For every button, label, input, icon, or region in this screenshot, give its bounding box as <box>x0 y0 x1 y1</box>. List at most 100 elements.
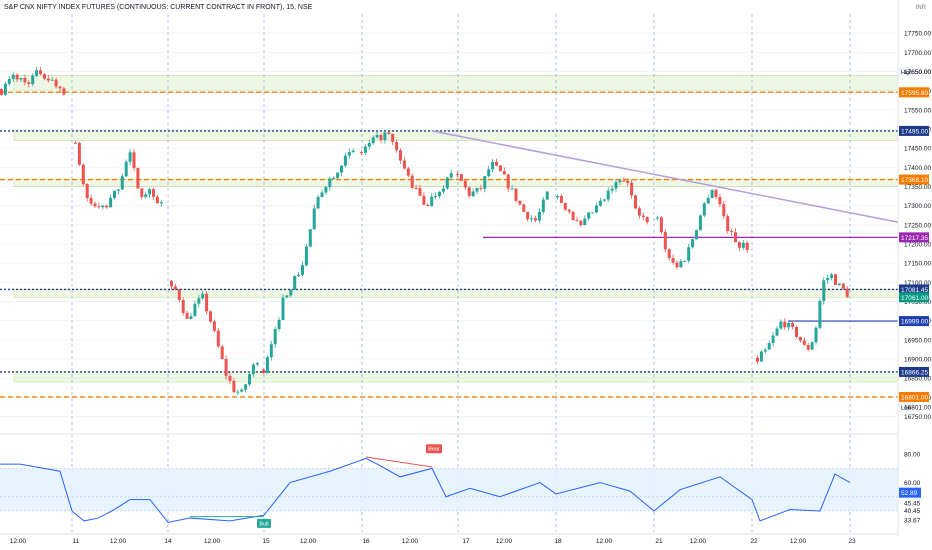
support-resistance-zone <box>13 179 899 187</box>
candle-body <box>487 169 491 177</box>
level-tag-bg <box>899 391 929 402</box>
candle-body <box>837 283 841 285</box>
candle-body <box>698 215 702 231</box>
price-tick-label: 17650.00 <box>904 69 931 76</box>
candle-body <box>479 187 483 189</box>
price-tick-label: 17150.00 <box>904 261 931 268</box>
candle-body <box>289 289 293 296</box>
rsi-tick-label: 80.00 <box>904 452 921 459</box>
rsi-tick-label: 33.67 <box>904 517 921 524</box>
candle-body <box>798 336 802 341</box>
price-tick-label: 16900.00 <box>904 357 931 364</box>
candle-body <box>659 217 663 233</box>
candle-body <box>140 188 144 198</box>
candle-body <box>50 79 54 81</box>
candle-body <box>42 74 46 79</box>
candle-body <box>240 389 244 392</box>
level-tag: 17217.35 <box>901 235 928 242</box>
low-tag: Low <box>901 405 911 411</box>
level-tag: 16866.25 <box>901 369 928 376</box>
rsi-line <box>0 457 851 523</box>
candle-body <box>587 212 591 219</box>
candle-body <box>220 346 224 360</box>
time-tick-label: 15 <box>262 538 270 545</box>
candle-body <box>614 182 618 189</box>
candle-body <box>97 206 101 208</box>
candle-body <box>132 152 136 168</box>
time-tick-label: 21 <box>655 538 663 545</box>
candle-body <box>430 196 434 207</box>
candle-body <box>3 83 7 95</box>
candle-body <box>438 191 441 197</box>
candle-body <box>498 165 502 172</box>
candle-body <box>526 211 530 220</box>
candle-body <box>495 161 498 166</box>
candle-body <box>759 351 763 362</box>
candle-body <box>791 322 795 327</box>
price-tick-label: 16750.00 <box>904 414 931 421</box>
time-tick-label: 17 <box>462 538 470 545</box>
time-tick-label: 12:00 <box>10 538 27 545</box>
candle-body <box>74 142 77 144</box>
candle-body <box>58 86 62 89</box>
price-tick-label: 17100.00 <box>904 280 931 287</box>
price-tick-label: 16950.00 <box>904 337 931 344</box>
bear-label: Bear <box>428 447 440 453</box>
candle-body <box>391 133 395 142</box>
candle-body <box>316 196 320 209</box>
candle-body <box>170 280 173 287</box>
rsi-tick-label: 60.00 <box>904 480 921 487</box>
candle-body <box>637 208 641 216</box>
rsi-extra-label: 45.45 <box>904 501 921 508</box>
candle-body <box>726 216 730 232</box>
level-tag-bg <box>899 125 929 136</box>
candle-body <box>545 191 549 200</box>
candle-body <box>826 277 830 281</box>
candle-body <box>559 196 563 203</box>
candle-body <box>35 70 39 76</box>
low-value: 16801.00 <box>904 404 931 411</box>
level-tag: 16801.00 <box>901 394 928 401</box>
candle-body <box>262 369 265 374</box>
time-tick-label: 12:00 <box>790 538 807 545</box>
time-tick-label: 16 <box>362 538 370 545</box>
candle-body <box>224 359 228 376</box>
candle-body <box>347 152 351 156</box>
level-tag: 16999.00 <box>901 319 928 326</box>
candle-body <box>583 218 587 226</box>
candle-body <box>85 184 89 199</box>
candle-body <box>434 196 438 198</box>
candle-body <box>656 217 659 219</box>
high-value: 17650.00 <box>904 69 931 76</box>
candle-body <box>46 78 50 81</box>
candle-body <box>312 208 316 230</box>
candle-body <box>737 242 741 248</box>
candle-body <box>328 178 332 188</box>
time-tick-label: 11 <box>73 538 80 545</box>
candle-body <box>255 362 259 365</box>
candle-body <box>193 303 197 317</box>
candle-body <box>395 141 399 151</box>
price-tick-label: 17550.00 <box>904 107 931 114</box>
candle-body <box>783 321 787 328</box>
candle-body <box>702 203 706 216</box>
candle-body <box>128 152 132 162</box>
candle-body <box>502 171 506 175</box>
candle-body <box>387 132 391 134</box>
time-tick-label: 12:00 <box>402 538 419 545</box>
level-tag: 17368.10 <box>901 177 928 184</box>
support-resistance-zone <box>13 289 899 298</box>
candle-body <box>304 246 308 266</box>
candle-body <box>671 258 675 263</box>
candle-body <box>802 340 806 345</box>
candle-body <box>814 327 818 343</box>
candle-body <box>383 132 387 141</box>
candle-body <box>124 161 128 177</box>
rsi-band <box>0 468 898 511</box>
price-tick-label: 17400.00 <box>904 165 931 172</box>
price-tick-label: 17200.00 <box>904 242 931 249</box>
candle-body <box>630 182 634 196</box>
candle-body <box>281 297 285 321</box>
candle-body <box>606 190 610 200</box>
